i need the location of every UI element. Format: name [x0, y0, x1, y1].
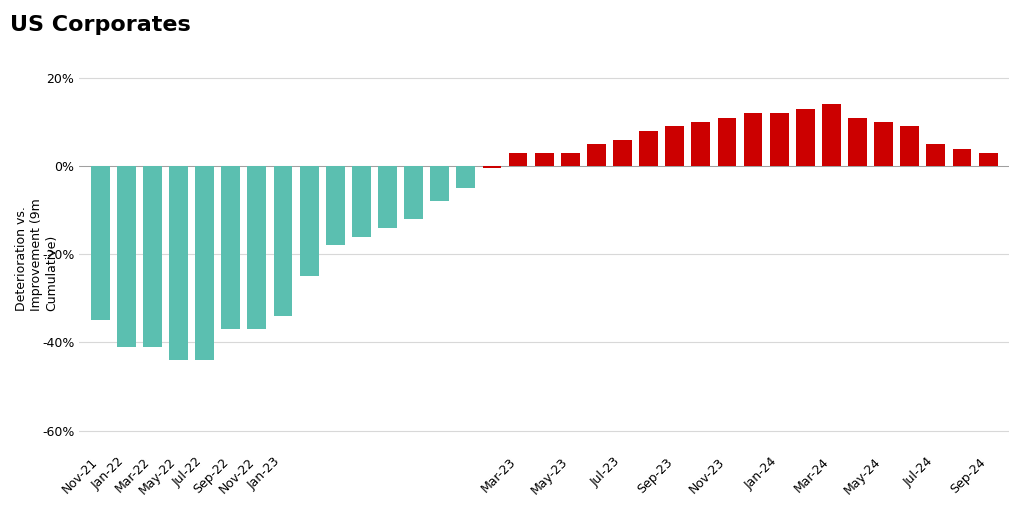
Bar [196, 166, 214, 360]
Bar [743, 113, 763, 166]
Bar [300, 166, 318, 276]
Bar [91, 166, 110, 321]
Bar [666, 126, 684, 166]
Bar [848, 118, 867, 166]
Bar [117, 166, 136, 347]
Bar [613, 140, 632, 166]
Bar [927, 144, 945, 166]
Bar [718, 118, 736, 166]
Bar [248, 166, 266, 329]
Bar [430, 166, 450, 201]
Bar [587, 144, 606, 166]
Bar [404, 166, 423, 219]
Bar [378, 166, 397, 228]
Bar [900, 126, 920, 166]
Bar [143, 166, 162, 347]
Text: US Corporates: US Corporates [10, 15, 191, 35]
Bar [535, 153, 554, 166]
Bar [169, 166, 188, 360]
Bar [221, 166, 241, 329]
Bar [796, 109, 815, 166]
Bar [482, 166, 502, 168]
Bar [561, 153, 580, 166]
Bar [979, 153, 997, 166]
Y-axis label: Deterioration vs.
Improvement (9m
Cumulative): Deterioration vs. Improvement (9m Cumula… [15, 198, 58, 311]
Bar [874, 122, 893, 166]
Bar [273, 166, 293, 316]
Bar [457, 166, 475, 188]
Bar [770, 113, 788, 166]
Bar [509, 153, 527, 166]
Bar [639, 131, 658, 166]
Bar [352, 166, 371, 237]
Bar [326, 166, 345, 245]
Bar [822, 104, 841, 166]
Bar [691, 122, 711, 166]
Bar [952, 148, 972, 166]
